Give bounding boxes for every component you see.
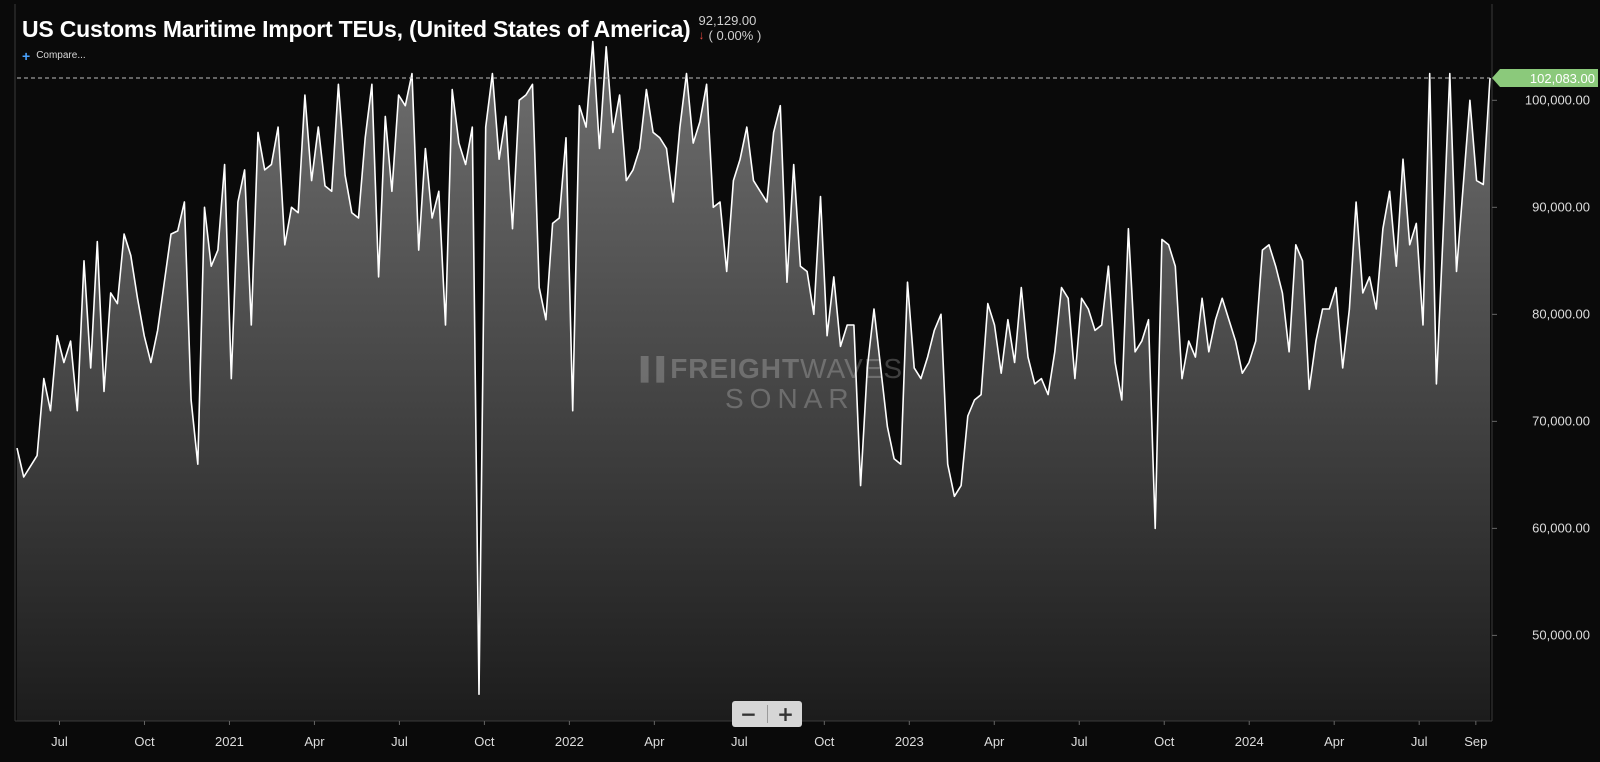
x-tick-label: 2024 [1235,734,1264,749]
y-tick-label: 70,000.00 [1532,413,1590,428]
series-line [16,40,1491,695]
x-tick-label: Jul [391,734,408,749]
x-tick-label: Apr [984,734,1005,749]
x-tick-label: Oct [1154,734,1175,749]
y-tick-label: 100,000.00 [1525,92,1590,107]
change-row: ↓ ( 0.00% ) [699,28,762,43]
x-tick-label: 2021 [215,734,244,749]
x-tick-label: Sep [1464,734,1487,749]
x-tick-label: 2023 [895,734,924,749]
x-tick-label: Jul [51,734,68,749]
x-tick-label: Jul [731,734,748,749]
compare-button[interactable]: + Compare... [22,47,86,64]
watermark: ▐▐ FREIGHTWAVES SONAR [633,354,903,414]
change-percent: ( 0.00% ) [708,28,762,43]
freightwaves-logo-icon: ▐▐ [633,356,665,381]
last-price-badge [1492,69,1598,88]
watermark-product: SONAR [725,383,855,414]
x-tick-label: Apr [644,734,665,749]
x-tick-label: Jul [1071,734,1088,749]
zoom-divider [766,705,768,723]
series-area [17,41,1490,721]
x-tick-label: Apr [304,734,325,749]
y-tick-label: 60,000.00 [1532,520,1590,535]
compare-label: Compare... [36,50,86,61]
zoom-controls: − + [732,701,802,727]
watermark-brand-light: WAVES [800,353,904,384]
plus-icon: + [22,47,31,64]
chart-title: US Customs Maritime Import TEUs, (United… [22,16,691,42]
y-tick-label: 90,000.00 [1532,199,1590,214]
watermark-brand-row: ▐▐ FREIGHTWAVES [633,354,903,384]
x-tick-label: Oct [134,734,155,749]
x-tick-label: 2022 [555,734,584,749]
watermark-brand: FREIGHTWAVES [670,354,903,384]
last-price-label: 102,083.00 [1530,71,1595,86]
chart-header: US Customs Maritime Import TEUs, (United… [22,13,762,44]
x-tick-label: Oct [814,734,835,749]
x-tick-label: Apr [1324,734,1345,749]
x-tick-label: Jul [1411,734,1428,749]
zoom-out-button[interactable]: − [740,702,757,726]
y-tick-label: 80,000.00 [1532,306,1590,321]
zoom-in-button[interactable]: + [777,702,794,726]
arrow-down-icon: ↓ [698,28,705,42]
last-value: 92,129.00 [698,13,757,28]
y-tick-label: 50,000.00 [1532,627,1590,642]
watermark-brand-bold: FREIGHT [670,353,801,384]
x-tick-label: Oct [474,734,495,749]
last-value-block: 92,129.00 ↓ ( 0.00% ) [699,13,762,43]
